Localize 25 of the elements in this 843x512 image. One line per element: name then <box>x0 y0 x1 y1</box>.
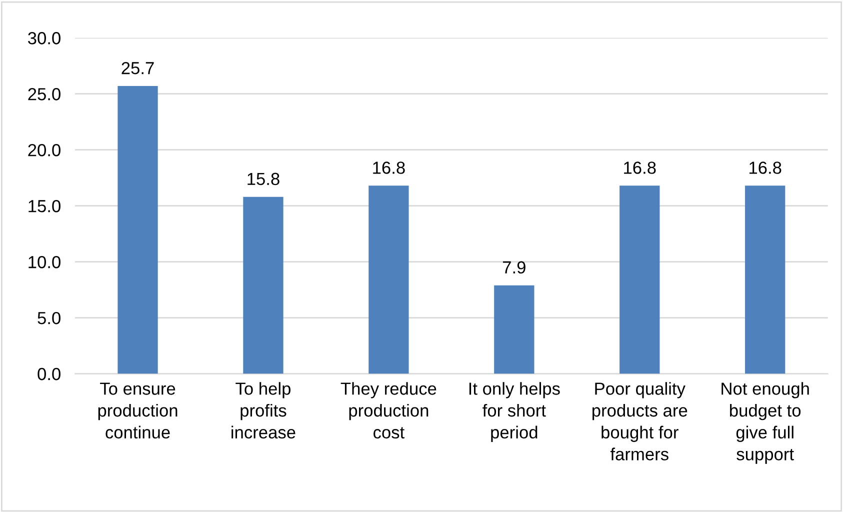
y-tick-label: 15.0 <box>28 200 60 212</box>
x-tick-label: To help profits increase <box>232 382 296 439</box>
y-tick-label: 25.0 <box>28 88 60 100</box>
y-tick-label: 0.0 <box>38 368 60 380</box>
x-tick-label: Poor quality products are bought for farmers <box>592 382 688 460</box>
y-tick-label: 30.0 <box>28 32 60 44</box>
x-tick-label: To ensure production continue <box>98 382 178 439</box>
bar <box>494 285 534 374</box>
x-tick-label: Not enough budget to give full support <box>722 382 809 464</box>
data-label: 25.7 <box>122 62 154 74</box>
x-tick-label: It only helps for short period <box>469 382 560 442</box>
y-tick-label: 10.0 <box>28 256 60 268</box>
data-label: 16.8 <box>750 162 782 174</box>
bar <box>243 196 284 374</box>
bar <box>620 186 660 374</box>
bar <box>745 186 786 374</box>
y-tick-label: 20.0 <box>28 144 60 156</box>
x-tick-label: They reduce production cost <box>340 382 436 439</box>
data-label: 7.9 <box>502 261 526 274</box>
data-label: 16.8 <box>373 162 405 174</box>
data-label: 15.8 <box>248 172 280 186</box>
bar <box>368 186 409 374</box>
data-label: 16.8 <box>624 162 656 174</box>
bar <box>118 86 158 374</box>
y-tick-label: 5.0 <box>38 312 60 324</box>
